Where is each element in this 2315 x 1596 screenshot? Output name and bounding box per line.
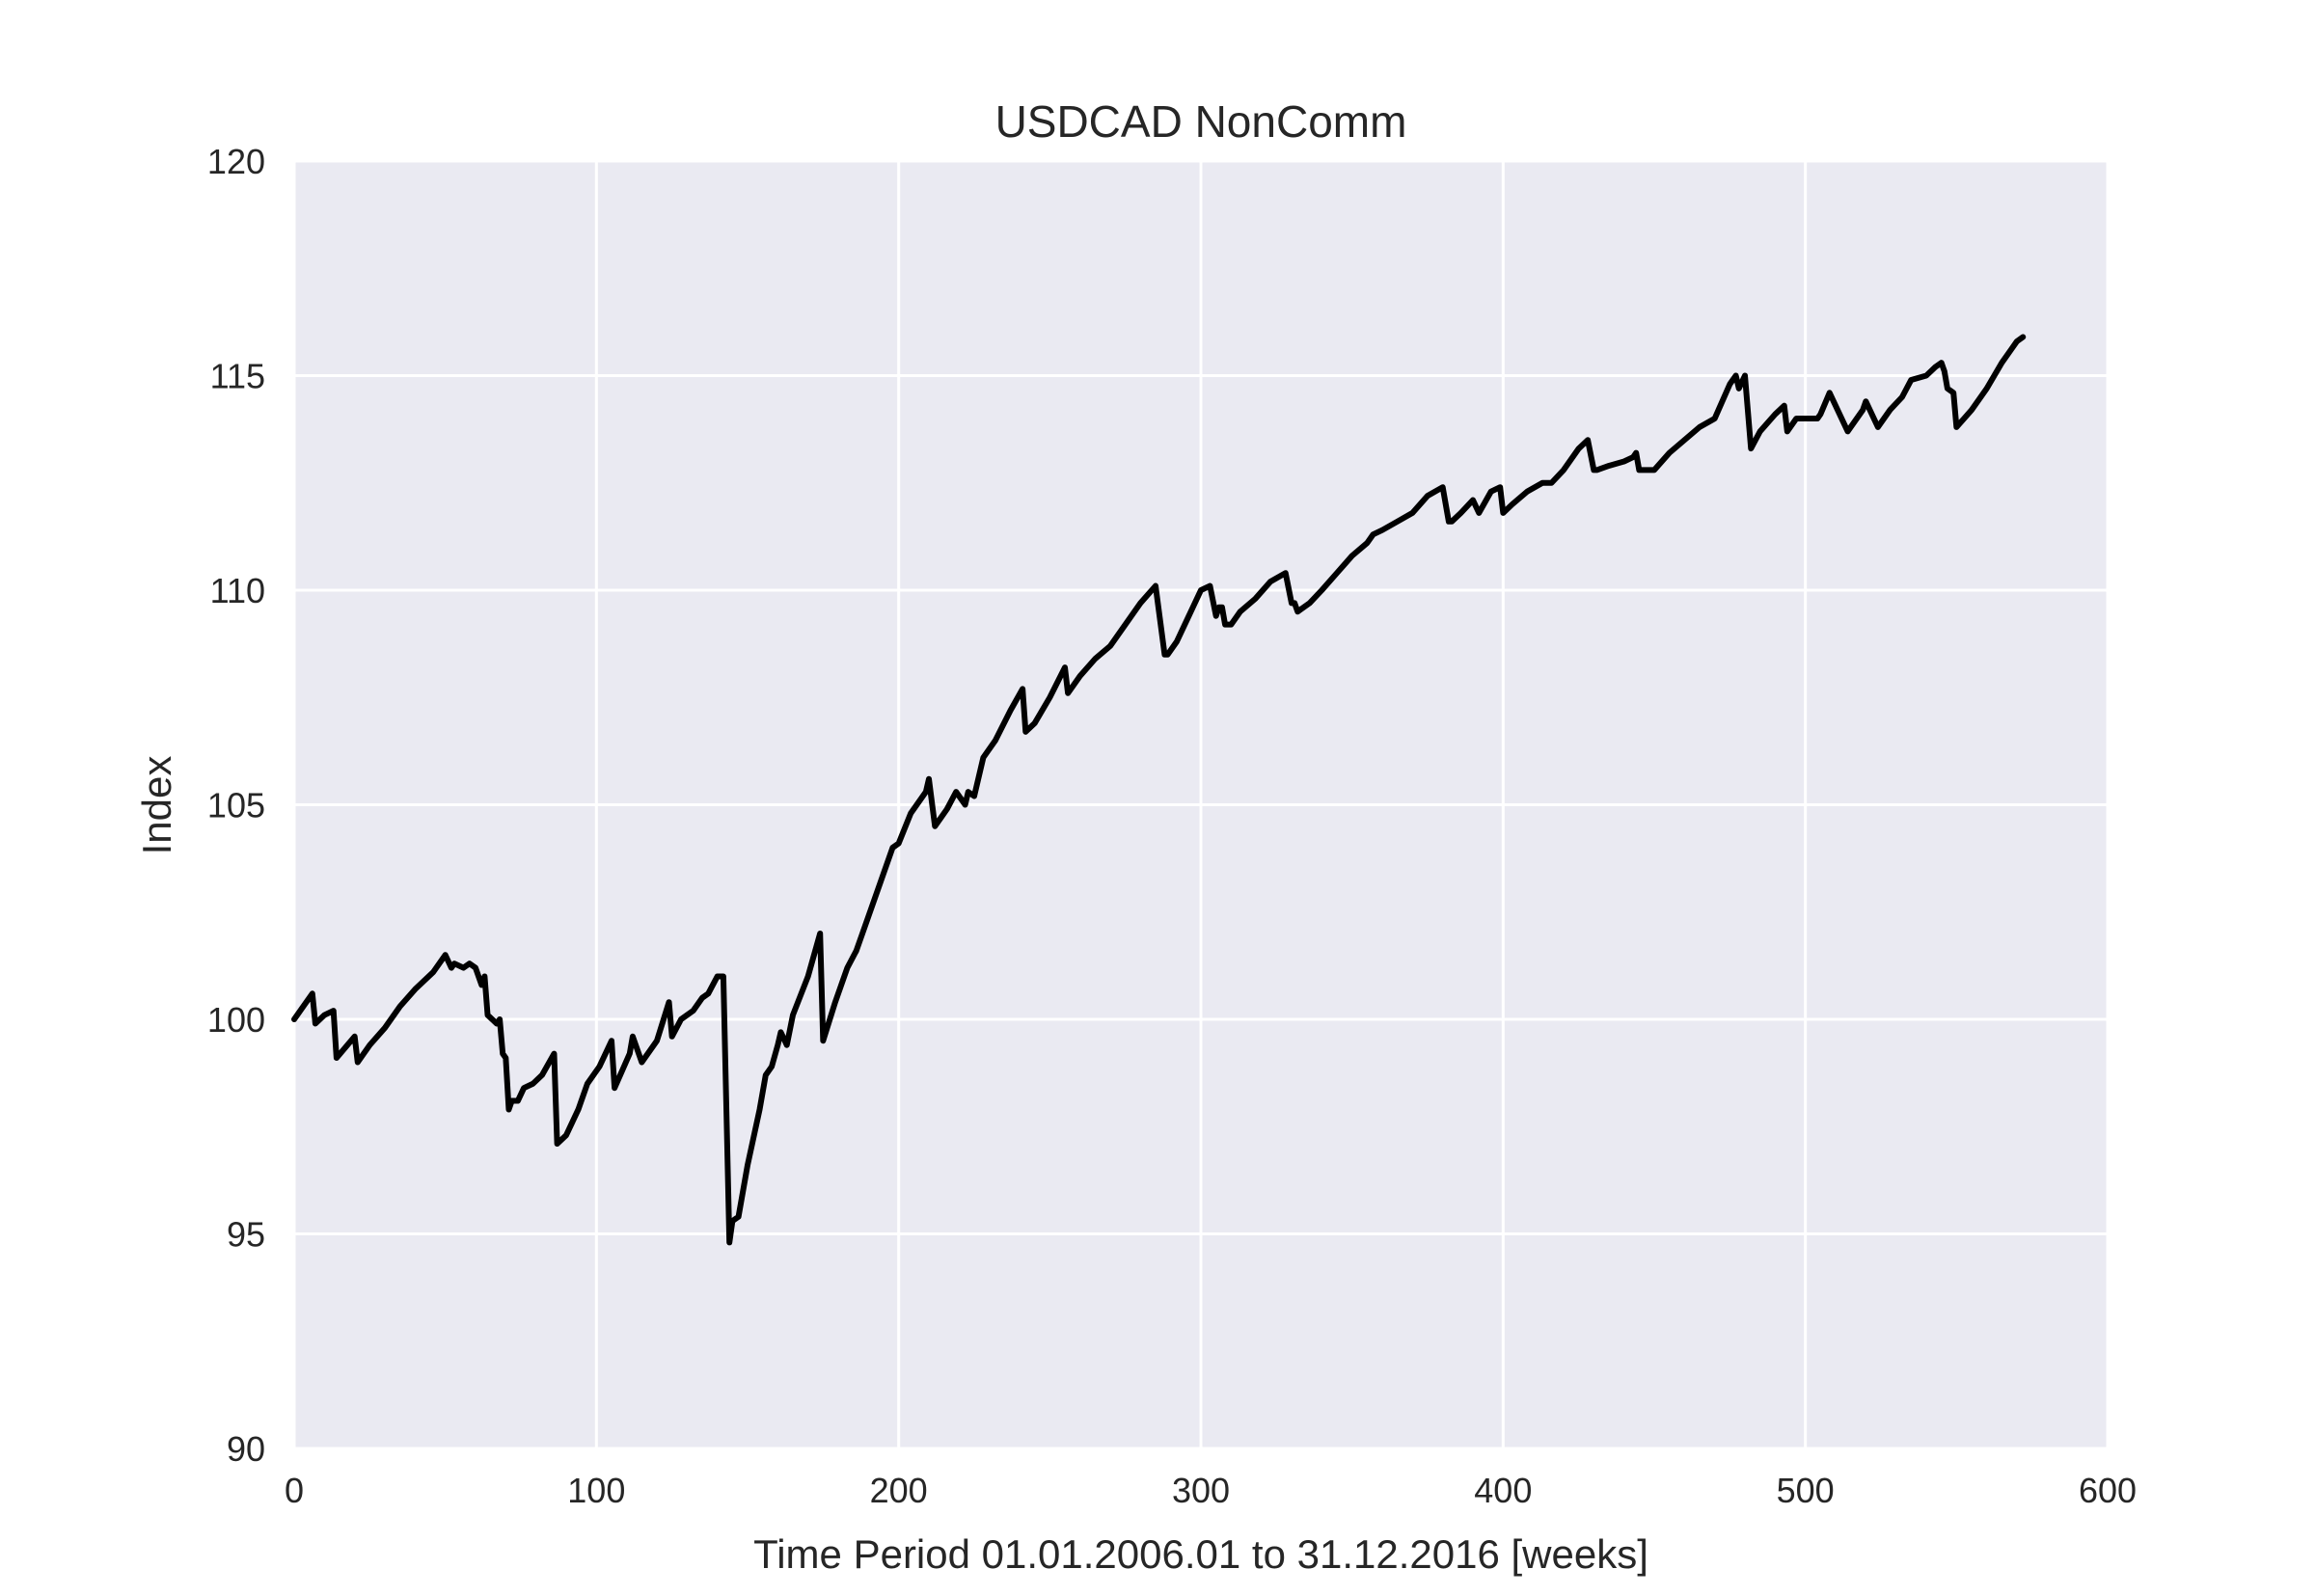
series-line: [291, 334, 2027, 1246]
y-tick-labels: 90 95 100 105 110 115 120: [207, 142, 265, 1469]
x-tick-label: 100: [567, 1471, 625, 1510]
series-layer: [291, 334, 2027, 1246]
grid-lines: [292, 159, 2110, 1450]
x-tick-labels: 0 100 200 300 400 500 600: [285, 1471, 2137, 1510]
x-tick-label: 200: [870, 1471, 928, 1510]
x-tick-label: 600: [2079, 1471, 2137, 1510]
x-axis-label: Time Period 01.01.2006.01 to 31.12.2016 …: [753, 1531, 1648, 1577]
y-tick-label: 100: [207, 1000, 265, 1040]
chart-title: USDCAD NonComm: [995, 96, 1407, 147]
x-tick-label: 500: [1777, 1471, 1835, 1510]
y-tick-label: 95: [227, 1215, 265, 1255]
x-tick-label: 300: [1172, 1471, 1230, 1510]
y-tick-label: 115: [210, 357, 265, 396]
x-tick-label: 0: [285, 1471, 304, 1510]
x-tick-label: 400: [1474, 1471, 1532, 1510]
y-axis-label: Index: [134, 756, 179, 855]
y-tick-label: 110: [210, 571, 265, 610]
y-tick-label: 90: [227, 1429, 265, 1469]
y-tick-label: 120: [207, 142, 265, 181]
y-tick-label: 105: [207, 786, 265, 825]
